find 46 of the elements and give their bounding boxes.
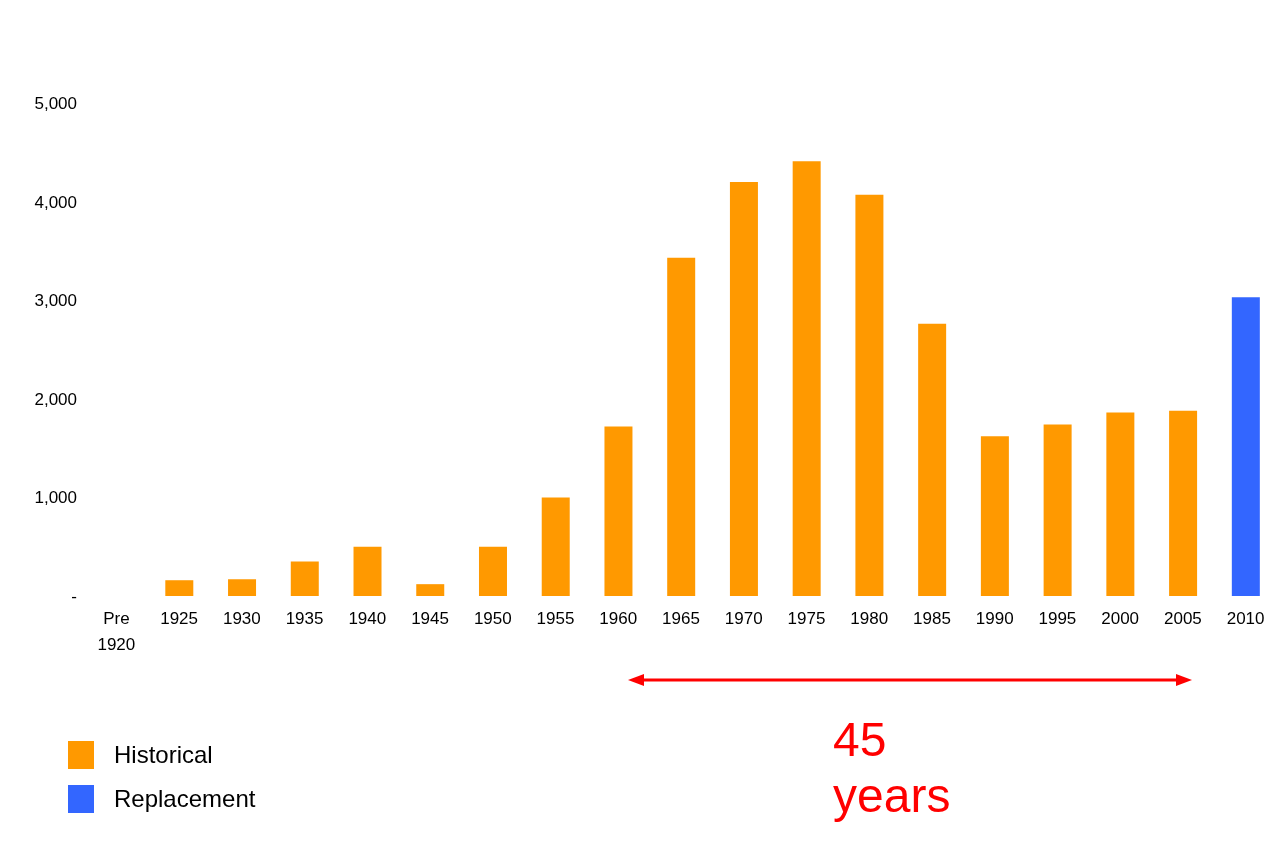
x-tick-label: 2010 (1226, 609, 1265, 628)
bar (792, 161, 821, 596)
bar (1106, 412, 1135, 596)
x-tick-label: 1940 (348, 609, 387, 628)
bar (980, 436, 1009, 596)
bar (1231, 297, 1260, 596)
x-tick-label: 1960 (599, 609, 638, 628)
bar (1169, 410, 1198, 596)
x-tick-label: 1990 (975, 609, 1014, 628)
legend-label: Historical (114, 741, 213, 769)
bar (604, 426, 633, 596)
bar (165, 580, 194, 596)
text: 45 years (833, 712, 952, 824)
bar (667, 257, 696, 596)
x-tick-label: 1985 (913, 609, 951, 628)
x-tick-label: 1975 (787, 609, 826, 628)
y-tick-label: 2,000 (34, 389, 77, 409)
x-tick-label: Pre 1920 (97, 609, 136, 654)
bar (353, 546, 382, 596)
bar (228, 579, 257, 596)
x-tick-label: 1945 (411, 609, 449, 628)
bar (1043, 424, 1072, 596)
bar (855, 194, 884, 596)
legend-label: Replacement (114, 785, 256, 813)
bar (416, 584, 445, 596)
y-tick-label: 4,000 (34, 192, 77, 212)
bar (478, 546, 507, 596)
bar (541, 497, 570, 596)
bar (918, 323, 947, 596)
bar (729, 181, 758, 596)
x-tick-label: 2005 (1163, 609, 1202, 628)
x-tick-label: 1995 (1038, 609, 1077, 628)
x-tick-label: 1955 (536, 609, 575, 628)
y-tick-label: 1,000 (34, 488, 77, 508)
x-tick-label: 1935 (285, 609, 324, 628)
x-tick-label: 1930 (222, 609, 261, 628)
x-tick-label: 1970 (724, 609, 763, 628)
y-tick-label: 5,000 (34, 94, 77, 114)
x-tick-label: 2000 (1101, 609, 1140, 628)
y-tick-label: 3,000 (34, 291, 77, 311)
x-tick-label: 1965 (662, 609, 700, 628)
x-tick-label: 1925 (160, 609, 199, 628)
y-tick-label: - (71, 587, 77, 607)
x-tick-label: 1950 (473, 609, 512, 628)
x-tick-label: 1980 (850, 609, 889, 628)
bar (290, 561, 319, 596)
